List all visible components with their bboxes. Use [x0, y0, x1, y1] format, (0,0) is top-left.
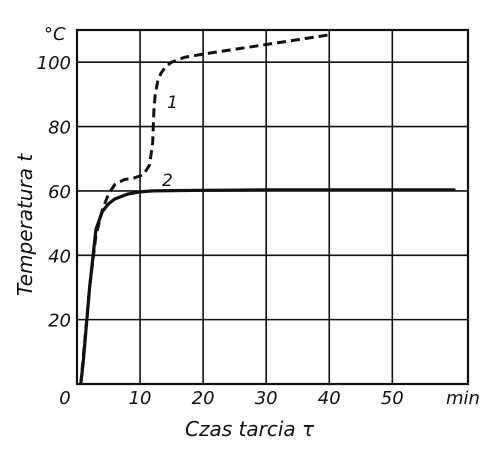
- y-axis-unit: °C: [44, 24, 66, 45]
- x-tick-label: 20: [192, 388, 215, 409]
- x-axis-title: Czas tarcia τ: [185, 417, 315, 441]
- x-tick-label: 40: [318, 388, 341, 409]
- x-tick-label: 50: [381, 388, 404, 409]
- x-tick-label: 10: [129, 388, 152, 409]
- y-axis-title: Temperatura t: [13, 153, 37, 296]
- x-tick-label: 30: [255, 388, 278, 409]
- y-tick-label: 100: [37, 53, 71, 74]
- y-tick-label: 20: [48, 311, 71, 332]
- series-1-line: [79, 33, 330, 385]
- x-axis-unit: min: [446, 388, 480, 409]
- x-tick-labels: 0 10 20 30 40 50: [59, 388, 404, 409]
- plot-frame: [75, 28, 470, 386]
- y-tick-labels: 20 40 60 80 100: [37, 53, 71, 331]
- y-tick-label: 60: [48, 182, 71, 203]
- series-1-label: 1: [167, 93, 178, 113]
- y-tick-label: 80: [48, 118, 71, 139]
- y-tick-label: 40: [48, 246, 71, 267]
- series-2-line: [79, 188, 456, 385]
- grid-lines: [77, 30, 468, 384]
- series-2-label: 2: [162, 171, 173, 191]
- series-lines: [79, 33, 456, 385]
- x-tick-label: 0: [59, 388, 70, 409]
